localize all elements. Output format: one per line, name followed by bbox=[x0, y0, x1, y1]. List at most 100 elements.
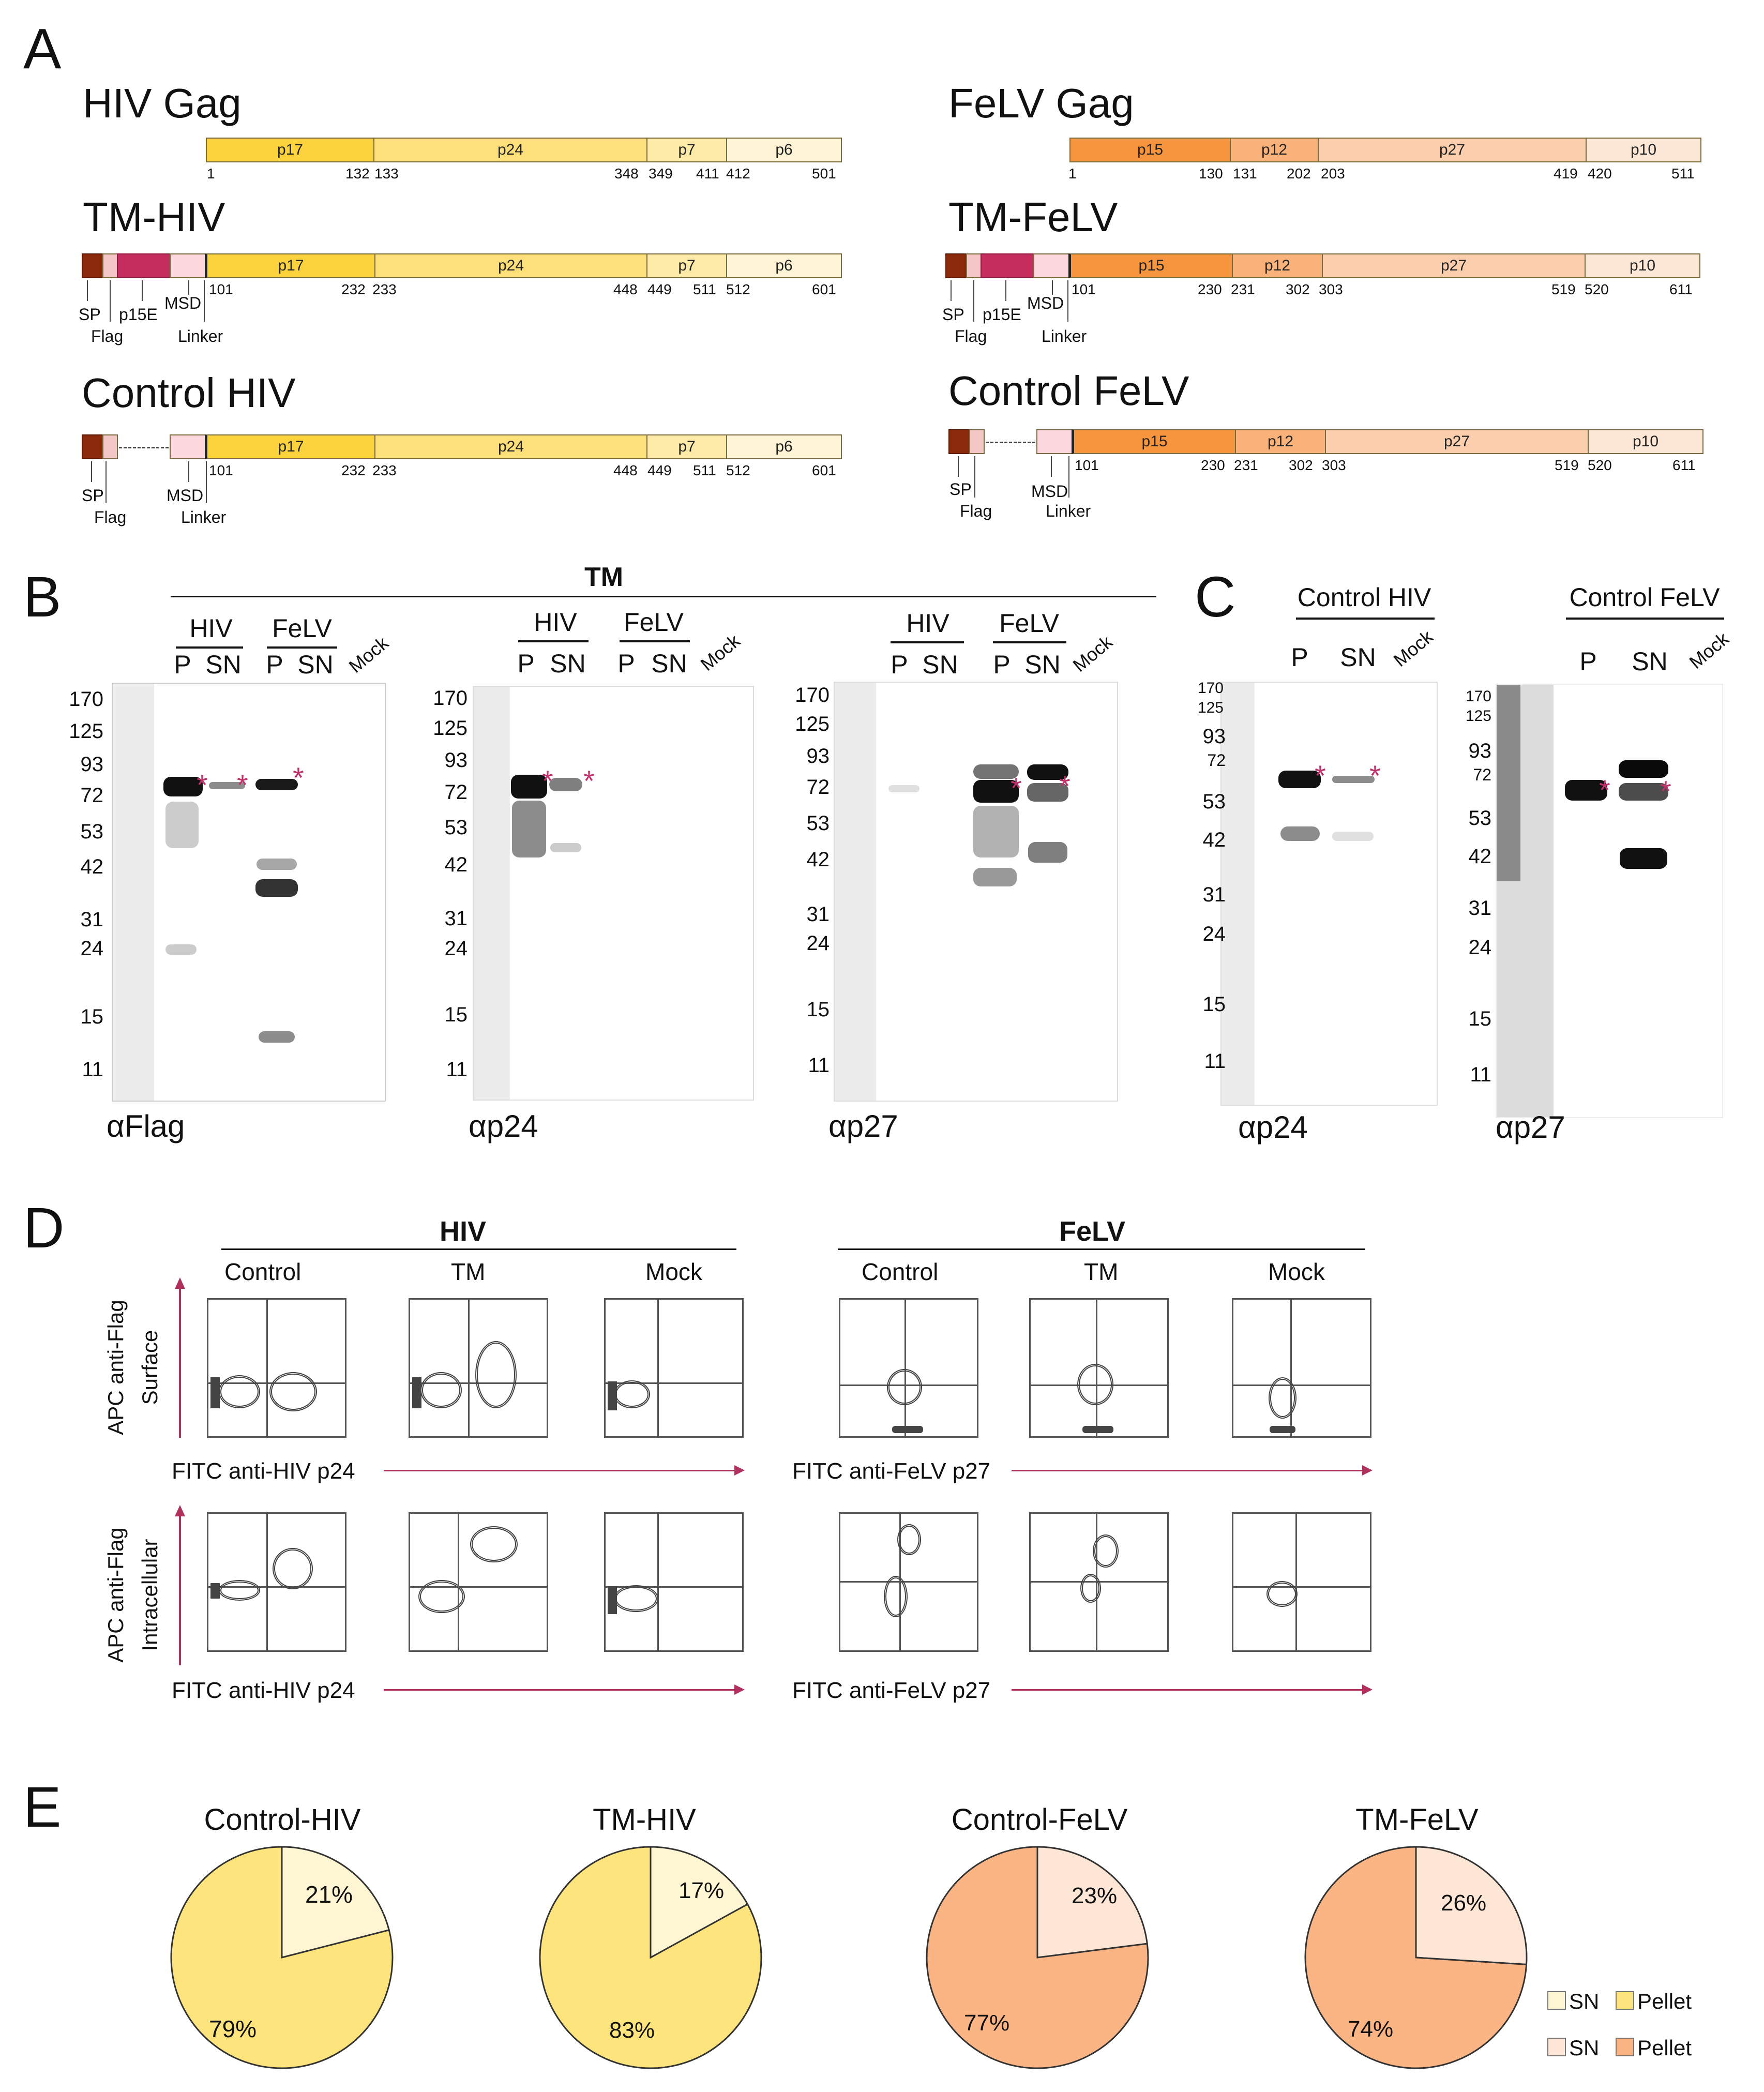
aa-number: 448 bbox=[613, 462, 638, 478]
aa-number: 419 bbox=[1554, 165, 1578, 182]
lane-label-p: P bbox=[993, 650, 1011, 679]
blot-header: Control HIV bbox=[1297, 583, 1431, 612]
aa-number: 501 bbox=[812, 165, 836, 182]
sp-segment bbox=[82, 434, 103, 459]
mw-marker: 93 bbox=[1468, 740, 1492, 762]
segment-p6: p6 bbox=[726, 253, 842, 278]
aa-number: 101 bbox=[1072, 281, 1096, 297]
mw-marker: 53 bbox=[444, 816, 468, 839]
legend-swatch-pellet bbox=[1616, 1991, 1634, 2010]
pie-slice-sn bbox=[650, 1846, 749, 1959]
aa-number: 520 bbox=[1585, 281, 1609, 297]
msd-segment bbox=[1036, 429, 1073, 454]
mw-marker: 24 bbox=[1202, 923, 1226, 945]
pie-slice-sn bbox=[281, 1846, 390, 1959]
group-label-felv: FeLV bbox=[999, 609, 1059, 638]
lane-label-sn: SN bbox=[1024, 650, 1061, 679]
western-blot-ap24: HIV FeLV P SN P SN Mock 170 125 93 72 53… bbox=[418, 609, 770, 1152]
mw-marker: 15 bbox=[1202, 993, 1226, 1016]
western-blot-ap27: HIV FeLV P SN P SN Mock 170 125 93 72 53… bbox=[780, 609, 1163, 1152]
pie-slice-sn bbox=[1415, 1846, 1528, 1966]
x-axis-label: FITC anti-HIV p24 bbox=[172, 1458, 355, 1484]
mw-marker: 170 bbox=[69, 688, 103, 711]
flow-plot bbox=[409, 1512, 548, 1652]
mw-marker: 170 bbox=[1465, 688, 1491, 705]
aa-number: 1 bbox=[1068, 165, 1077, 182]
segment-p15: p15 bbox=[1072, 429, 1236, 454]
antibody-label: αp24 bbox=[469, 1109, 538, 1143]
dashed-gap bbox=[986, 442, 1035, 443]
flow-plot bbox=[1232, 1298, 1371, 1438]
legend-swatch-pellet bbox=[1616, 2038, 1634, 2056]
flow-plot bbox=[207, 1512, 346, 1652]
flow-plot bbox=[839, 1298, 978, 1438]
p15e-label: p15E bbox=[983, 305, 1021, 324]
p15e-segment bbox=[981, 253, 1034, 278]
aa-number: 303 bbox=[1319, 281, 1343, 297]
western-blot-control-felv: Control FeLV P SN Mock 170 125 93 72 53 … bbox=[1464, 574, 1753, 1158]
aa-number: 233 bbox=[372, 281, 397, 297]
mw-marker: 53 bbox=[1202, 790, 1226, 813]
aa-number: 511 bbox=[693, 462, 716, 478]
control-hiv-title: Control HIV bbox=[82, 370, 296, 416]
pie-slice-pellet bbox=[170, 1846, 394, 2069]
aa-number: 101 bbox=[209, 462, 233, 478]
pie-slice-pellet bbox=[539, 1846, 762, 2069]
tm-hiv-bar: p17 p24 p7 p6 bbox=[82, 253, 842, 279]
x-axis-arrow bbox=[384, 1470, 735, 1471]
aa-number: 230 bbox=[1198, 281, 1222, 297]
hiv-gag-bar: p17 p24 p7 p6 bbox=[206, 138, 842, 163]
mw-marker: 15 bbox=[444, 1003, 468, 1026]
aa-number: 130 bbox=[1199, 165, 1223, 182]
mw-marker: 72 bbox=[80, 784, 104, 807]
pie-label-sn: 26% bbox=[1441, 1890, 1487, 1916]
antibody-label: αp27 bbox=[1496, 1110, 1565, 1145]
flow-plot bbox=[839, 1512, 978, 1652]
lane-label-mock: Mock bbox=[1068, 631, 1117, 676]
msd-label: MSD bbox=[1031, 482, 1068, 501]
aa-number: 512 bbox=[726, 462, 750, 478]
sp-label: SP bbox=[82, 486, 104, 505]
mw-marker: 42 bbox=[1202, 829, 1226, 851]
pie-control-felv bbox=[926, 1846, 1149, 2069]
mw-marker: 53 bbox=[806, 812, 830, 835]
aa-number: 233 bbox=[372, 462, 397, 478]
aa-number: 511 bbox=[693, 281, 716, 297]
column-mock: Mock bbox=[1268, 1258, 1325, 1285]
aa-number: 131 bbox=[1233, 165, 1257, 182]
pie-label-sn: 23% bbox=[1072, 1883, 1118, 1908]
flow-plot bbox=[1232, 1512, 1371, 1652]
aa-number: 133 bbox=[374, 165, 399, 182]
mw-marker: 11 bbox=[1204, 1050, 1226, 1073]
x-axis-arrow bbox=[384, 1689, 735, 1691]
aa-number: 203 bbox=[1321, 165, 1345, 182]
segment-p17: p17 bbox=[205, 434, 375, 459]
mw-marker: 72 bbox=[1207, 751, 1226, 770]
aa-number: 231 bbox=[1231, 281, 1255, 297]
aa-number: 448 bbox=[613, 281, 638, 297]
lane-label-p: P bbox=[617, 649, 635, 678]
sp-segment bbox=[945, 253, 967, 278]
mw-marker: 11 bbox=[1470, 1063, 1491, 1086]
linker-label: Linker bbox=[1042, 327, 1087, 345]
aa-number: 512 bbox=[726, 281, 750, 297]
column-control: Control bbox=[862, 1258, 939, 1285]
mw-marker: 125 bbox=[1197, 699, 1224, 716]
felv-gag-bar: p15 p12 p27 p10 bbox=[1069, 138, 1701, 163]
msd-segment bbox=[1033, 253, 1069, 278]
lane-label-mock: Mock bbox=[1389, 626, 1437, 671]
y-axis-arrow bbox=[179, 1288, 181, 1438]
aa-number: 1 bbox=[207, 165, 215, 182]
segment-p27: p27 bbox=[1322, 253, 1586, 278]
mw-marker: 125 bbox=[433, 717, 468, 740]
panel-label-c: C bbox=[1195, 565, 1236, 629]
group-label-hiv: HIV bbox=[534, 608, 577, 637]
mw-marker: 42 bbox=[1468, 845, 1492, 868]
sp-segment bbox=[948, 429, 970, 454]
lane-label-sn: SN bbox=[1632, 647, 1668, 676]
linker-label: Linker bbox=[178, 327, 223, 345]
segment-p7: p7 bbox=[646, 138, 727, 162]
segment-p27: p27 bbox=[1325, 429, 1589, 454]
msd-label: MSD bbox=[164, 294, 202, 312]
mw-marker: 42 bbox=[806, 848, 830, 871]
